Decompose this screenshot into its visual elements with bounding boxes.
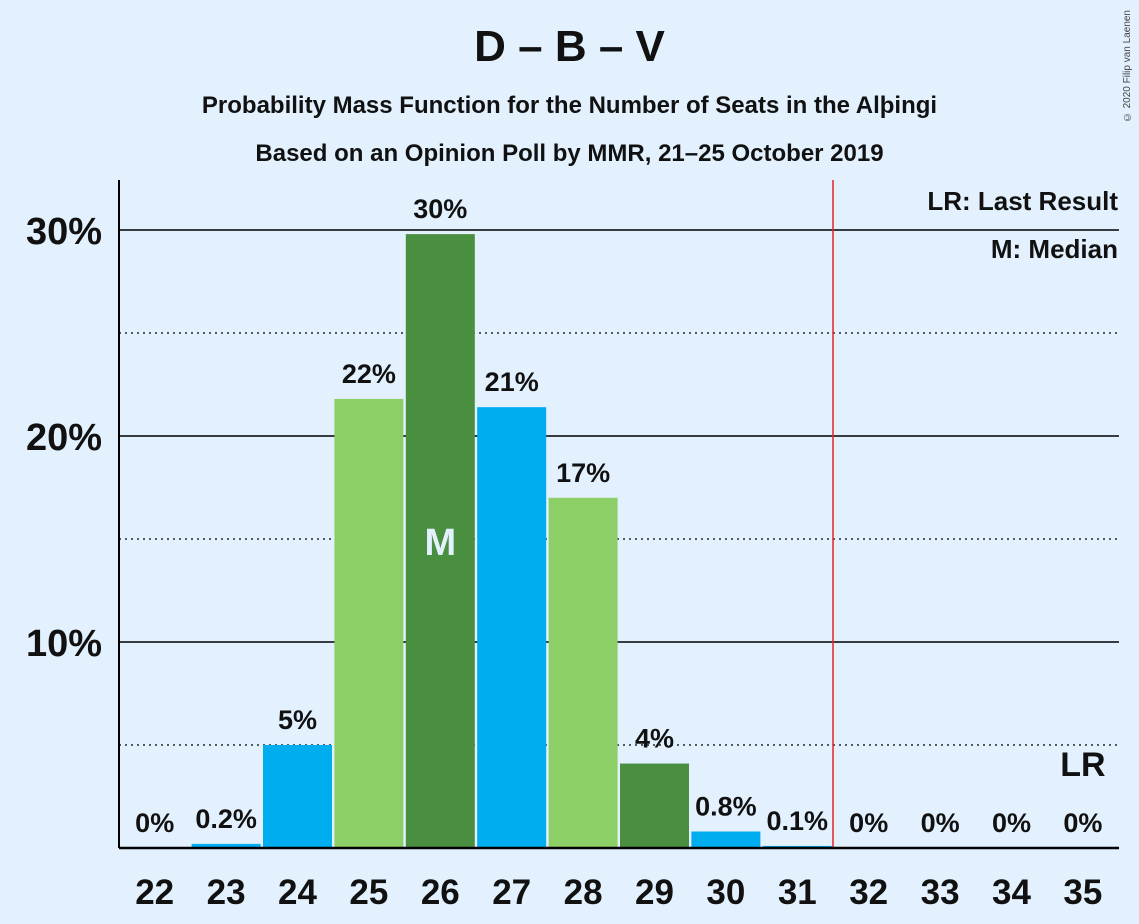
legend-entry: LR: Last Result <box>927 186 1118 216</box>
last-result-marker: LR <box>1060 746 1105 784</box>
y-tick-label: 10% <box>26 623 102 665</box>
bar-seat-25 <box>334 398 404 848</box>
bar-seat-23 <box>191 843 261 848</box>
x-tick-label: 33 <box>921 873 960 912</box>
bar-seat-26 <box>405 234 475 848</box>
data-label: 21% <box>485 367 539 397</box>
y-tick-label: 20% <box>26 417 102 459</box>
x-tick-label: 29 <box>635 873 674 912</box>
data-label: 30% <box>413 194 467 224</box>
x-tick-label: 32 <box>849 873 888 912</box>
data-label: 5% <box>278 705 317 735</box>
data-label: 0.2% <box>195 804 257 834</box>
x-tick-label: 22 <box>135 873 174 912</box>
x-tick-label: 30 <box>706 873 745 912</box>
x-tick-label: 28 <box>564 873 603 912</box>
legend-entry: M: Median <box>991 234 1118 264</box>
x-tick-label: 27 <box>492 873 531 912</box>
data-label: 0% <box>921 808 960 838</box>
data-label: 0% <box>992 808 1031 838</box>
bar-seat-28 <box>548 497 618 848</box>
chart-subtitle-source: Based on an Opinion Poll by MMR, 21–25 O… <box>255 140 884 167</box>
data-label: 22% <box>342 359 396 389</box>
data-label: 17% <box>556 458 610 488</box>
data-label: 0.8% <box>695 792 757 822</box>
bar-seat-29 <box>620 763 689 848</box>
bar-seat-27 <box>477 407 547 848</box>
bar-seat-30 <box>691 831 761 848</box>
chart-title: D – B – V <box>474 22 665 71</box>
x-tick-label: 26 <box>421 873 460 912</box>
x-tick-label: 24 <box>278 873 317 912</box>
x-tick-label: 25 <box>349 873 388 912</box>
data-label: 0.1% <box>767 806 829 836</box>
x-tick-label: 23 <box>207 873 246 912</box>
data-label: 0% <box>849 808 888 838</box>
data-label: 4% <box>635 724 674 754</box>
x-tick-label: 35 <box>1063 873 1102 912</box>
chart-subtitle: Probability Mass Function for the Number… <box>201 92 938 119</box>
x-tick-label: 31 <box>778 873 817 912</box>
data-label: 0% <box>1063 808 1102 838</box>
y-tick-label: 30% <box>26 211 102 253</box>
median-marker: M <box>424 522 456 564</box>
bar-seat-24 <box>263 745 332 848</box>
x-tick-label: 34 <box>992 873 1031 912</box>
data-label: 0% <box>135 808 174 838</box>
